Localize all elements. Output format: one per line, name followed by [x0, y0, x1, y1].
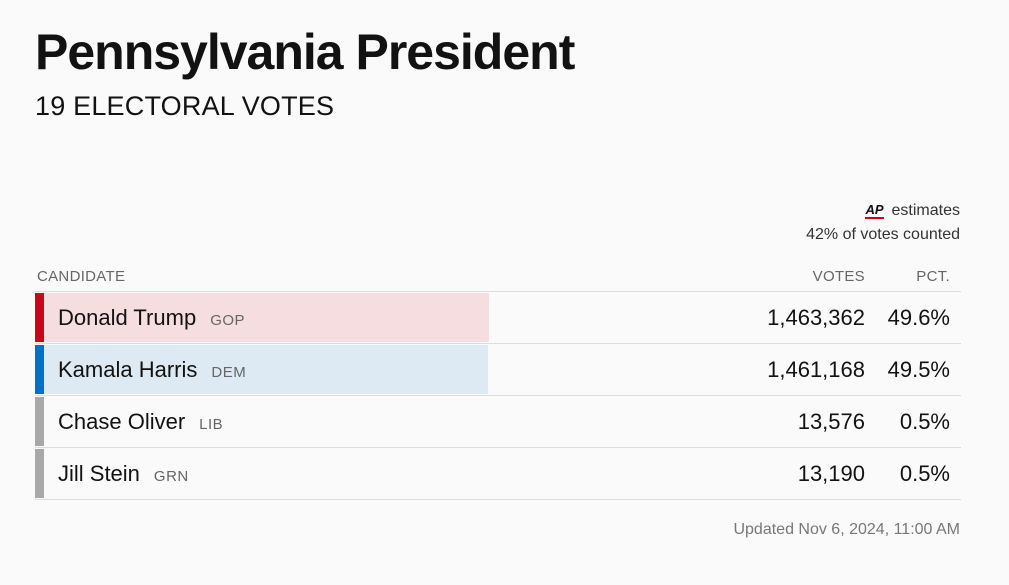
vote-share-bar — [35, 345, 488, 394]
vote-share-bar — [35, 293, 489, 342]
party-label: GOP — [210, 311, 246, 329]
table-header: CANDIDATE VOTES PCT. — [35, 262, 961, 292]
candidate-cell: Donald Trump GOP — [35, 305, 735, 331]
candidate-cell: Chase Oliver LIB — [35, 409, 735, 435]
party-color-stripe — [35, 345, 44, 394]
pct-value: 0.5% — [899, 408, 950, 434]
party-color-stripe — [35, 449, 44, 498]
ap-logo-icon: AP — [865, 202, 884, 219]
votes-value: 1,461,168 — [767, 356, 865, 382]
candidate-cell: Jill Stein GRN — [35, 461, 735, 487]
table-row: Kamala Harris DEM 1,461,168 49.5% — [35, 344, 961, 396]
party-color-stripe — [35, 397, 44, 446]
estimate-label: estimates — [891, 202, 960, 219]
electoral-votes-subtitle: 19 ELECTORAL VOTES — [35, 91, 335, 121]
ap-estimate-row: AP estimates — [806, 199, 960, 223]
candidate-cell: Kamala Harris DEM — [35, 357, 735, 383]
party-label: GRN — [153, 467, 189, 485]
candidate-name: Jill Stein — [58, 460, 140, 486]
party-color-stripe — [35, 293, 44, 342]
table-row: Chase Oliver LIB 13,576 0.5% — [35, 396, 961, 448]
updated-timestamp: Updated Nov 6, 2024, 11:00 AM — [733, 521, 960, 538]
candidate-name: Kamala Harris — [58, 356, 198, 382]
page-title: Pennsylvania President — [35, 24, 575, 80]
pct-value: 0.5% — [899, 460, 950, 486]
results-table: CANDIDATE VOTES PCT. Donald Trump GOP 1,46… — [35, 262, 961, 500]
table-row: Jill Stein GRN 13,190 0.5% — [35, 448, 961, 500]
estimate-info: AP estimates 42% of votes counted — [806, 199, 960, 247]
party-label: DEM — [211, 363, 247, 381]
table-row: Donald Trump GOP 1,463,362 49.6% — [35, 292, 961, 344]
votes-counted-text: 42% of votes counted — [806, 226, 960, 243]
votes-value: 1,463,362 — [767, 304, 865, 330]
votes-column-header: VOTES — [812, 268, 865, 285]
pct-value: 49.6% — [887, 304, 950, 330]
pct-value: 49.5% — [887, 356, 950, 382]
votes-value: 13,576 — [797, 408, 865, 434]
candidate-name: Chase Oliver — [58, 408, 186, 434]
party-label: LIB — [199, 415, 224, 433]
pct-column-header: PCT. — [916, 268, 950, 285]
candidate-column-header: CANDIDATE — [37, 268, 126, 285]
candidate-rows: Donald Trump GOP 1,463,362 49.6% Kamala Harr… — [35, 292, 961, 500]
votes-value: 13,190 — [797, 460, 865, 486]
candidate-name: Donald Trump — [58, 304, 197, 330]
